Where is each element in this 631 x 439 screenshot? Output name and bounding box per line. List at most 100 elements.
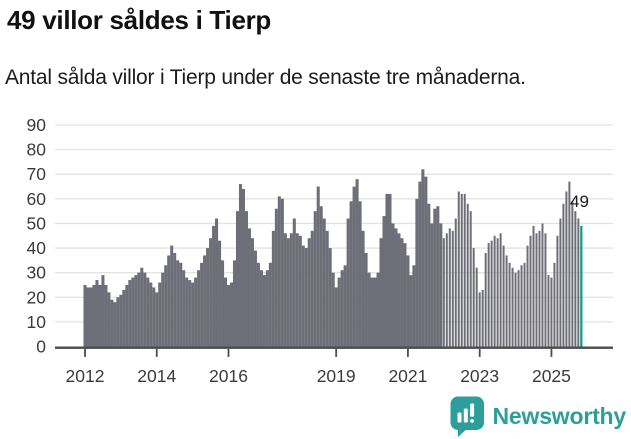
newsworthy-chart-bubble-icon — [450, 396, 484, 437]
bar — [238, 184, 243, 347]
bar — [286, 238, 290, 347]
bar — [574, 211, 577, 347]
bar — [562, 203, 565, 347]
bar — [182, 270, 186, 347]
bar — [454, 218, 457, 347]
bar — [235, 211, 240, 347]
bar — [167, 255, 171, 347]
bar — [538, 230, 541, 347]
bar — [460, 193, 463, 347]
bar — [176, 260, 180, 347]
axis-tick — [550, 348, 553, 357]
x-axis-label: 2021 — [388, 366, 427, 386]
bar — [200, 262, 204, 347]
bar — [128, 280, 132, 347]
bar — [487, 243, 490, 347]
bar — [337, 277, 341, 347]
x-axis-label: 2012 — [66, 366, 105, 386]
bar — [158, 282, 162, 347]
bar — [526, 245, 529, 347]
highlighted-bar — [580, 225, 583, 347]
bar — [421, 169, 425, 347]
bar — [442, 238, 445, 347]
bar — [517, 270, 520, 347]
bar — [376, 272, 380, 347]
y-axis-label: 30 — [27, 263, 47, 283]
bar — [224, 277, 228, 347]
bar — [550, 277, 553, 347]
bar — [520, 265, 523, 347]
bar — [292, 218, 296, 347]
bar — [541, 223, 544, 347]
bar — [478, 292, 481, 347]
bar — [403, 243, 407, 347]
newsworthy-logo[interactable]: Newsworthy — [450, 396, 626, 437]
bar — [415, 198, 419, 347]
bar — [469, 211, 472, 347]
bar — [394, 228, 398, 347]
bar — [493, 235, 496, 347]
bar — [475, 267, 478, 347]
axis-tick — [478, 348, 481, 357]
bar — [232, 260, 237, 347]
bar — [424, 176, 428, 347]
bar — [508, 262, 511, 347]
bar — [301, 245, 305, 347]
bar — [313, 211, 317, 347]
chart-subtitle: Antal sålda villor i Tierp under de sena… — [5, 66, 526, 89]
bar — [83, 284, 87, 347]
bar — [152, 287, 156, 347]
axis-tick — [335, 348, 338, 357]
bar — [206, 248, 210, 347]
bar — [535, 233, 538, 347]
bar — [328, 248, 332, 347]
bar — [253, 250, 257, 347]
bar — [146, 277, 150, 347]
bar — [361, 230, 365, 347]
bar — [212, 225, 216, 347]
bar — [283, 233, 287, 347]
bar — [481, 289, 484, 347]
bar — [271, 230, 275, 347]
bar — [188, 280, 192, 347]
bar — [379, 238, 383, 347]
x-axis-label: 2014 — [137, 366, 176, 386]
bar — [170, 245, 174, 347]
bar — [110, 299, 114, 347]
axis-tick — [155, 348, 158, 357]
y-axis-label: 90 — [27, 115, 47, 135]
bar — [256, 262, 260, 347]
bar — [119, 294, 123, 347]
bar — [104, 284, 108, 347]
axis-tick — [84, 348, 86, 357]
y-axis-label: 10 — [27, 312, 47, 332]
bar — [331, 272, 335, 347]
bar — [346, 218, 350, 347]
bar — [556, 235, 559, 347]
bar — [179, 262, 183, 347]
bar — [319, 206, 323, 347]
bar — [523, 262, 526, 347]
bar — [173, 252, 177, 347]
page-title: 49 villor såldes i Tierp — [7, 5, 272, 35]
bar — [412, 265, 416, 347]
bar — [499, 233, 502, 347]
y-axis-label: 50 — [27, 213, 47, 233]
bar — [340, 270, 344, 347]
bar — [185, 277, 189, 347]
bar — [161, 272, 165, 347]
y-axis-label: 0 — [36, 337, 46, 357]
bar — [194, 277, 198, 347]
bar — [391, 223, 395, 347]
bar — [385, 193, 389, 347]
bar — [259, 270, 263, 347]
bar — [149, 282, 153, 347]
x-axis-label: 2023 — [460, 366, 499, 386]
axis-tick — [407, 348, 409, 357]
bar — [559, 218, 562, 347]
bar — [457, 191, 460, 347]
bar — [358, 201, 362, 347]
bar — [298, 235, 302, 347]
bar — [529, 235, 532, 347]
